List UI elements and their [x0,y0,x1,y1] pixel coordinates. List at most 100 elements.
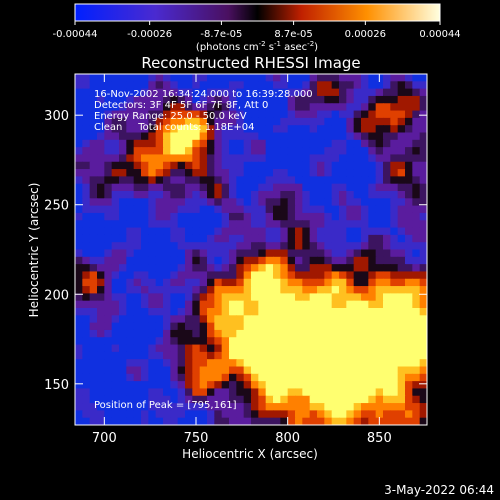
heatmap-cell [331,403,340,411]
heatmap-cell [207,417,215,425]
heatmap-cell [265,242,274,251]
heatmap-cell [265,212,274,221]
heatmap-cell [163,337,171,346]
heatmap-cell [82,191,91,199]
heatmap-cell [258,271,267,280]
heatmap-cell [229,103,237,112]
heatmap-cell [141,183,149,192]
heatmap-cell [309,337,318,346]
heatmap-cell [82,169,91,177]
heatmap-cell [361,169,369,177]
heatmap-cell [82,264,91,273]
heatmap-cell [309,395,318,404]
heatmap-cell [214,139,223,148]
heatmap-cell [368,212,377,221]
heatmap-cell [331,366,340,375]
heatmap-cell [295,308,303,316]
heatmap-cell [75,242,83,251]
heatmap-cell [104,249,113,258]
heatmap-cell [346,249,355,258]
heatmap-cell [89,344,98,353]
heatmap-cell [309,198,318,207]
heatmap-cell [375,198,384,207]
heatmap-cell [97,234,105,243]
heatmap-cell [236,395,245,404]
heatmap-cell [375,403,384,411]
heatmap-cell [141,351,149,360]
heatmap-cell [148,74,157,82]
heatmap-cell [97,198,105,207]
heatmap-cell [331,329,340,338]
heatmap-cell [214,198,223,207]
heatmap-cell [97,74,105,82]
heatmap-cell [331,249,340,258]
heatmap-cell [133,322,142,331]
heatmap-cell [185,373,193,382]
heatmap-cell [295,271,303,280]
heatmap-cell [317,95,325,104]
heatmap-cell [75,264,83,273]
heatmap-cell [302,161,311,170]
heatmap-cell [287,103,296,112]
heatmap-cell [243,366,252,375]
heatmap-cell [368,315,377,324]
heatmap-cell [75,198,83,207]
heatmap-cell [361,417,369,425]
heatmap-cell [353,322,362,331]
heatmap-cell [273,117,281,126]
heatmap-cell [119,256,127,265]
heatmap-cell [82,212,91,221]
heatmap-cell [89,169,98,177]
heatmap-cell [229,183,237,192]
heatmap-cell [280,242,289,251]
heatmap-cell [82,161,91,170]
heatmap-cell [185,256,193,265]
heatmap-cell [126,264,135,273]
heatmap-cell [368,337,377,346]
heatmap-cell [199,322,208,331]
heatmap-cell [229,205,237,214]
heatmap-cell [170,191,179,199]
heatmap-cell [214,300,223,309]
heatmap-cell [361,161,369,170]
heatmap-cell [141,234,149,243]
heatmap-cell [192,278,201,287]
heatmap-cell [177,242,186,251]
heatmap-cell [133,139,142,148]
heatmap-cell [397,198,406,207]
heatmap-cell [82,395,91,404]
heatmap-cell [324,417,333,425]
annotation-counts: Clean Total counts: 1.18E+04 [94,122,254,133]
heatmap-cell [148,366,157,375]
heatmap-cell [339,403,347,411]
heatmap-cell [397,227,406,236]
heatmap-cell [317,125,325,134]
heatmap-cell [397,191,406,199]
heatmap-cell [75,388,83,397]
heatmap-cell [185,322,193,331]
heatmap-cell [236,227,245,236]
heatmap-cell [375,117,384,126]
heatmap-cell [265,264,274,273]
heatmap-cell [287,198,296,207]
heatmap-cell [243,351,252,360]
heatmap-cell [155,110,164,119]
heatmap-cell [295,139,303,148]
heatmap-cell [287,351,296,360]
heatmap-cell [243,264,252,273]
heatmap-cell [207,278,215,287]
heatmap-cell [295,337,303,346]
heatmap-cell [111,74,120,82]
heatmap-cell [295,329,303,338]
heatmap-cell [405,95,413,104]
heatmap-cell [405,344,413,353]
heatmap-cell [258,322,267,331]
heatmap-cell [265,139,274,148]
heatmap-cell [412,154,421,163]
heatmap-cell [346,344,355,353]
heatmap-cell [287,220,296,229]
heatmap-cell [295,344,303,353]
heatmap-cell [383,359,391,368]
heatmap-cell [97,308,105,316]
heatmap-cell [287,110,296,119]
